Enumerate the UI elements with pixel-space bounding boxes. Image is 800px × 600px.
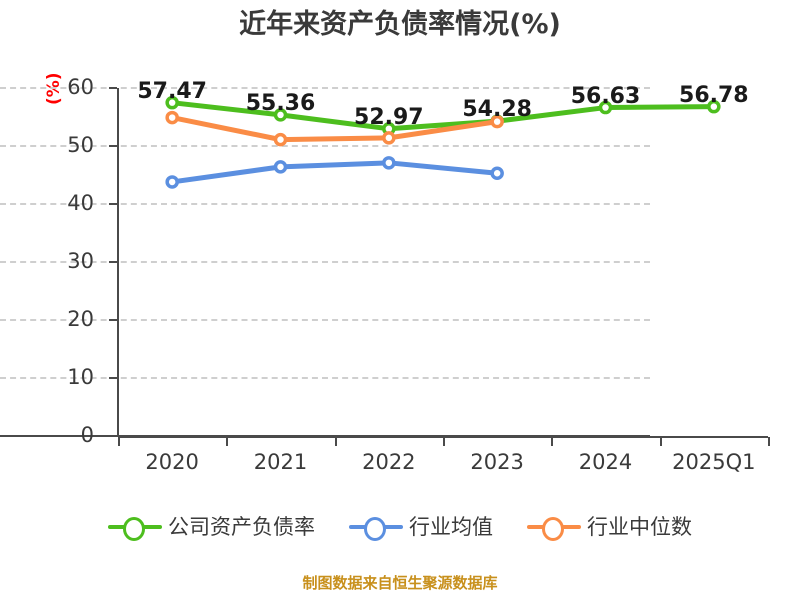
- x-axis-tick: [443, 437, 445, 446]
- x-axis-tick-label: 2020: [145, 450, 199, 474]
- x-axis-tick: [768, 437, 770, 446]
- y-axis-tick-label: 40: [67, 191, 94, 215]
- data-point-marker[interactable]: [165, 110, 179, 125]
- data-point-label: 56.78: [679, 82, 749, 108]
- legend-item-3[interactable]: 行业中位数: [527, 515, 692, 541]
- x-axis-tick: [118, 437, 120, 446]
- y-axis-tick: [109, 377, 117, 379]
- y-axis-tick: [109, 145, 117, 147]
- x-axis-tick: [551, 437, 554, 446]
- y-axis-tick-label: 20: [67, 307, 94, 331]
- y-axis-tick-label: 60: [67, 75, 94, 99]
- x-axis-tick-label: 2021: [253, 450, 308, 474]
- legend-label: 行业均值: [409, 515, 493, 539]
- x-axis-tick: [659, 437, 662, 446]
- y-axis-tick: [109, 261, 117, 263]
- gridline: [0, 203, 650, 205]
- x-axis-tick-label: 2024: [578, 450, 633, 474]
- x-axis-tick-label: 2022: [362, 450, 416, 474]
- legend-marker-icon: [349, 516, 403, 541]
- series-line: [169, 115, 500, 143]
- legend-marker-icon: [527, 516, 581, 541]
- gridline: [0, 377, 650, 379]
- gridline: [0, 319, 650, 321]
- legend-item-2[interactable]: 行业均值: [349, 515, 493, 541]
- series-line: [169, 160, 500, 185]
- data-point-marker[interactable]: [273, 160, 288, 174]
- gridline: [0, 87, 650, 89]
- data-point-label: 57.47: [137, 78, 207, 104]
- legend-label: 公司资产负债率: [168, 515, 315, 539]
- y-axis-tick-label: 10: [67, 365, 94, 389]
- data-point-marker[interactable]: [165, 175, 179, 189]
- chart-legend[interactable]: 公司资产负债率 行业均值 行业中位数: [0, 515, 800, 541]
- legend-item-1[interactable]: 公司资产负债率: [108, 515, 315, 541]
- x-axis-tick: [334, 437, 337, 446]
- data-point-marker[interactable]: [273, 132, 288, 147]
- source-note: 制图数据来自恒生聚源数据库: [302, 574, 498, 592]
- legend-label: 行业中位数: [587, 515, 692, 539]
- y-axis-tick: [109, 319, 117, 321]
- data-point-label: 56.63: [570, 83, 641, 109]
- data-point-marker[interactable]: [382, 131, 396, 145]
- y-axis-tick: [109, 203, 117, 205]
- y-axis-tick-label: 0: [80, 423, 94, 447]
- y-axis-tick-label: 30: [67, 249, 94, 273]
- gridline: [0, 261, 650, 263]
- x-axis-tick: [226, 437, 229, 446]
- y-axis-line: [117, 88, 119, 437]
- data-point-label: 52.97: [354, 104, 424, 130]
- x-axis-tick-label: 2025Q1: [672, 450, 756, 474]
- data-point-marker[interactable]: [490, 166, 504, 181]
- y-axis-tick-label: 50: [67, 133, 94, 157]
- gridline: [0, 145, 650, 147]
- legend-marker-icon: [108, 516, 162, 541]
- y-axis-tick: [109, 435, 117, 437]
- x-axis-tick-label: 2023: [470, 450, 524, 474]
- data-point-label: 54.28: [462, 97, 532, 123]
- data-point-label: 55.36: [245, 90, 316, 116]
- y-axis-tick: [109, 87, 117, 89]
- data-point-marker[interactable]: [382, 156, 396, 170]
- chart-title: 近年来资产负债率情况(%): [239, 9, 561, 40]
